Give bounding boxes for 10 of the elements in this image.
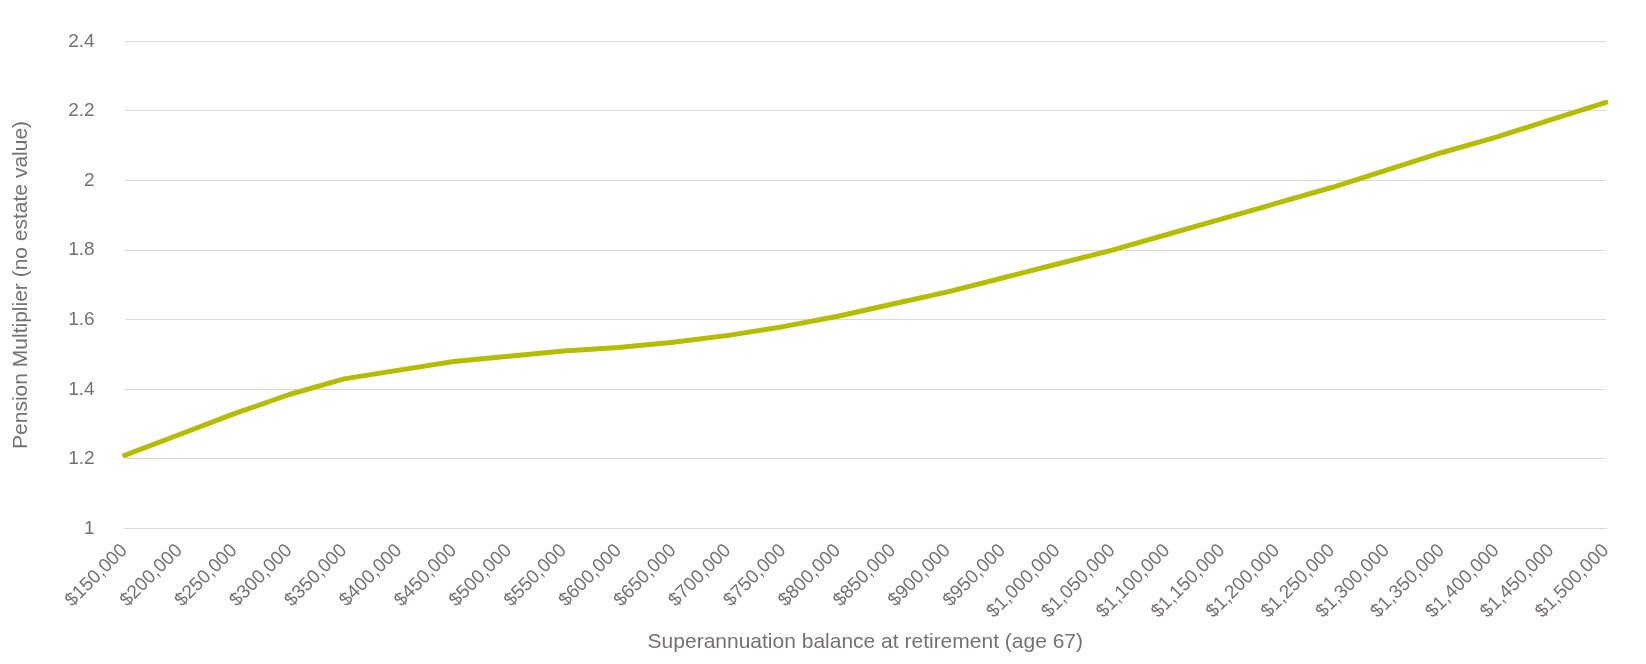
y-tick-label: 2.2 <box>68 99 95 121</box>
y-tick-label: 1.2 <box>68 447 95 469</box>
y-tick-label: 2.4 <box>68 29 96 51</box>
y-tick-label: 1.6 <box>68 307 95 329</box>
y-tick-label: 1.8 <box>68 238 95 260</box>
y-tick-label: 2 <box>84 168 95 190</box>
x-axis-title: Superannuation balance at retirement (age 67) <box>647 629 1084 653</box>
y-axis-title: Pension Multiplier (no estate value) <box>8 120 32 449</box>
y-tick-label: 1.4 <box>68 377 96 399</box>
y-tick-label: 1 <box>84 516 95 538</box>
